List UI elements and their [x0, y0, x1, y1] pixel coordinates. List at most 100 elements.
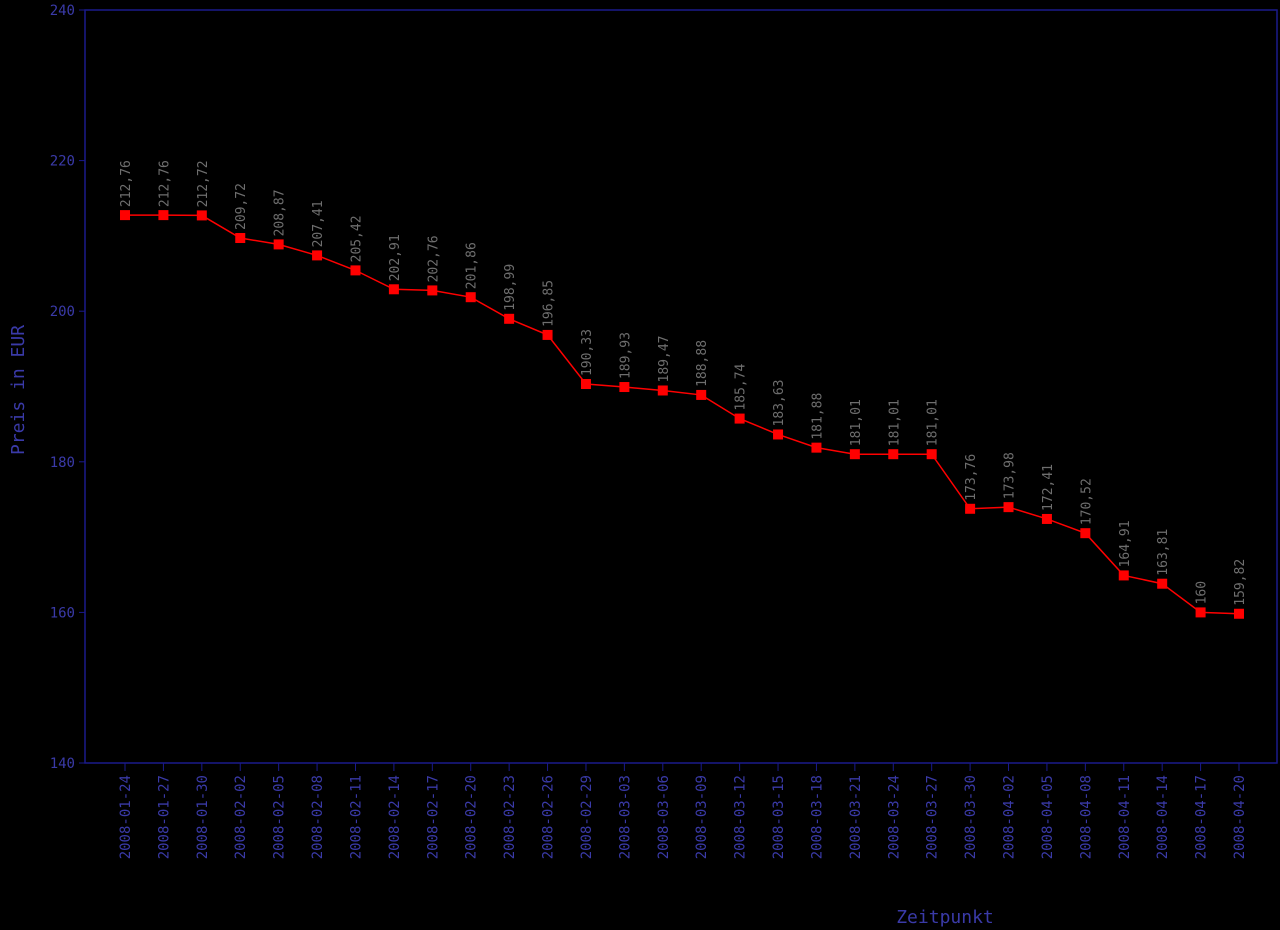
- value-label: 183,63: [772, 379, 787, 426]
- point: [273, 239, 284, 250]
- x-tick-label: 2008-02-26: [541, 775, 557, 859]
- x-tick-label: 2008-01-27: [156, 775, 172, 859]
- point: [196, 210, 207, 221]
- x-tick-label: 2008-03-06: [656, 775, 672, 859]
- value-label: 181,01: [926, 399, 941, 446]
- value-label: 209,72: [234, 183, 249, 230]
- x-tick-label: 2008-02-11: [348, 775, 364, 859]
- y-tick-label: 200: [50, 304, 75, 320]
- point: [504, 313, 515, 324]
- x-tick-label: 2008-02-20: [464, 775, 480, 859]
- point: [811, 442, 822, 453]
- x-tick-label: 2008-02-02: [233, 775, 249, 859]
- x-tick-label: 2008-03-27: [925, 775, 941, 859]
- point: [235, 233, 246, 244]
- x-tick-label: 2008-03-09: [694, 775, 710, 859]
- point: [773, 429, 784, 440]
- line: [125, 214, 1240, 615]
- value-label: 196,85: [542, 280, 557, 327]
- point: [849, 449, 860, 460]
- point: [1118, 570, 1129, 581]
- value-label: 212,72: [196, 160, 211, 207]
- x-tick-label: 2008-03-30: [963, 775, 979, 859]
- point: [350, 265, 361, 276]
- value-label: 181,01: [887, 399, 902, 446]
- point: [965, 503, 976, 514]
- x-tick-label: 2008-02-23: [502, 775, 518, 859]
- x-tick-label: 2008-04-14: [1155, 775, 1171, 859]
- x-tick-label: 2008-01-24: [118, 775, 134, 859]
- value-label: 173,76: [964, 454, 979, 501]
- point: [926, 449, 937, 460]
- y-tick-label: 220: [50, 154, 75, 170]
- value-label: 198,99: [503, 264, 518, 311]
- value-label: 207,41: [311, 200, 326, 247]
- x-tick-label: 2008-02-14: [387, 775, 403, 859]
- point: [465, 292, 476, 303]
- value-label: 208,87: [273, 189, 288, 236]
- point: [120, 210, 130, 221]
- plot-frame: [84, 9, 1278, 764]
- value-label: 159,82: [1233, 559, 1248, 606]
- x-tick-label: 2008-04-20: [1232, 775, 1248, 859]
- point: [388, 284, 399, 295]
- y-tick-label: 180: [50, 455, 75, 471]
- point: [580, 379, 591, 390]
- y-tick-label: 160: [50, 605, 75, 621]
- point: [1157, 578, 1168, 589]
- point: [1003, 502, 1014, 513]
- point: [1234, 608, 1244, 619]
- point: [1080, 528, 1091, 539]
- point: [696, 389, 707, 400]
- value-label: 212,76: [157, 160, 172, 207]
- x-tick-label: 2008-03-12: [733, 775, 749, 859]
- value-label: 181,01: [849, 399, 864, 446]
- value-label: 172,41: [1041, 464, 1056, 511]
- x-tick-label: 2008-04-17: [1194, 775, 1210, 859]
- point: [888, 449, 899, 460]
- x-axis-title: Zeitpunkt: [896, 907, 994, 928]
- point: [1041, 513, 1052, 524]
- value-label: 212,76: [119, 160, 134, 207]
- point: [158, 210, 169, 221]
- value-label: 189,47: [657, 336, 672, 383]
- y-axis-title: Preis in EUR: [8, 325, 29, 455]
- y-tick-label: 240: [50, 3, 75, 19]
- x-tick-label: 2008-04-05: [1040, 775, 1056, 859]
- x-tick-label: 2008-02-05: [272, 775, 288, 859]
- x-tick-label: 2008-03-21: [848, 775, 864, 859]
- x-tick-label: 2008-02-08: [310, 775, 326, 859]
- value-label: 163,81: [1156, 529, 1171, 576]
- point: [312, 250, 323, 261]
- value-label: 188,88: [695, 340, 710, 387]
- x-tick-label: 2008-03-03: [617, 775, 633, 859]
- value-label: 189,93: [618, 332, 633, 379]
- x-tick-label: 2008-04-08: [1078, 775, 1094, 859]
- point: [542, 329, 553, 340]
- x-tick-label: 2008-02-29: [579, 775, 595, 859]
- x-tick-label: 2008-03-18: [809, 775, 825, 859]
- value-label: 164,91: [1118, 520, 1133, 567]
- point: [657, 385, 668, 396]
- x-tick-label: 2008-03-24: [886, 775, 902, 859]
- value-label: 173,98: [1003, 452, 1018, 499]
- value-label: 202,91: [388, 234, 403, 281]
- x-tick-label: 2008-03-15: [771, 775, 787, 859]
- value-label: 185,74: [734, 363, 749, 410]
- value-label: 201,86: [465, 242, 480, 289]
- point: [1195, 607, 1206, 618]
- point: [619, 382, 630, 393]
- point: [734, 413, 745, 424]
- y-tick-label: 140: [50, 756, 75, 772]
- x-tick-label: 2008-04-02: [1002, 775, 1018, 859]
- x-tick-label: 2008-04-11: [1117, 775, 1133, 859]
- point: [427, 285, 438, 296]
- value-label: 160: [1195, 581, 1210, 604]
- value-label: 170,52: [1079, 478, 1094, 525]
- x-tick-label: 2008-02-17: [425, 775, 441, 859]
- value-label: 205,42: [349, 215, 364, 262]
- value-label: 190,33: [580, 329, 595, 376]
- value-label: 181,88: [810, 393, 825, 440]
